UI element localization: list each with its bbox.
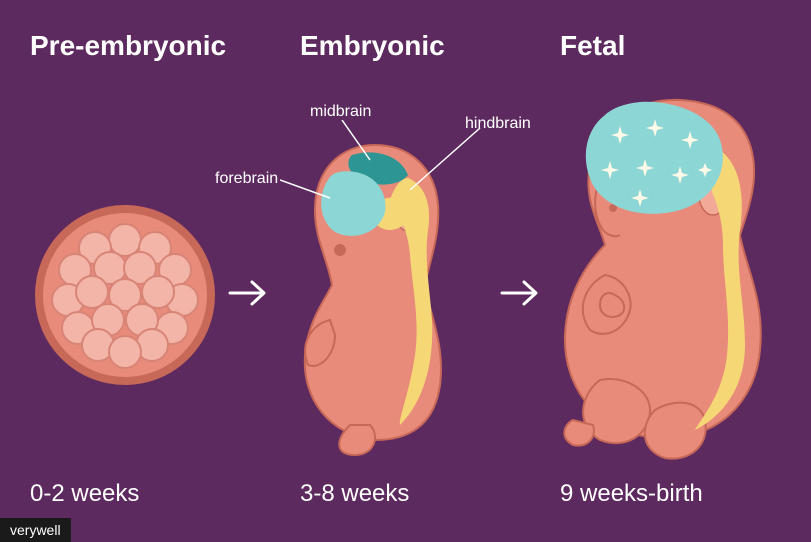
stage-title-fetal: Fetal (560, 30, 625, 62)
blastocyst-illustration (30, 200, 220, 390)
watermark: verywell (0, 518, 71, 542)
embryo-illustration (280, 120, 500, 460)
fetus-illustration (545, 80, 795, 470)
timeline-fetal: 9 weeks-birth (560, 480, 703, 508)
arrow-1-icon (228, 278, 272, 308)
stage-title-pre-embryonic: Pre-embryonic (30, 30, 226, 62)
timeline-pre-embryonic: 0-2 weeks (30, 480, 139, 508)
label-midbrain: midbrain (310, 103, 371, 121)
arrow-2-icon (500, 278, 544, 308)
timeline-embryonic: 3-8 weeks (300, 480, 409, 508)
stage-title-embryonic: Embryonic (300, 30, 445, 62)
label-forebrain: forebrain (215, 170, 278, 188)
